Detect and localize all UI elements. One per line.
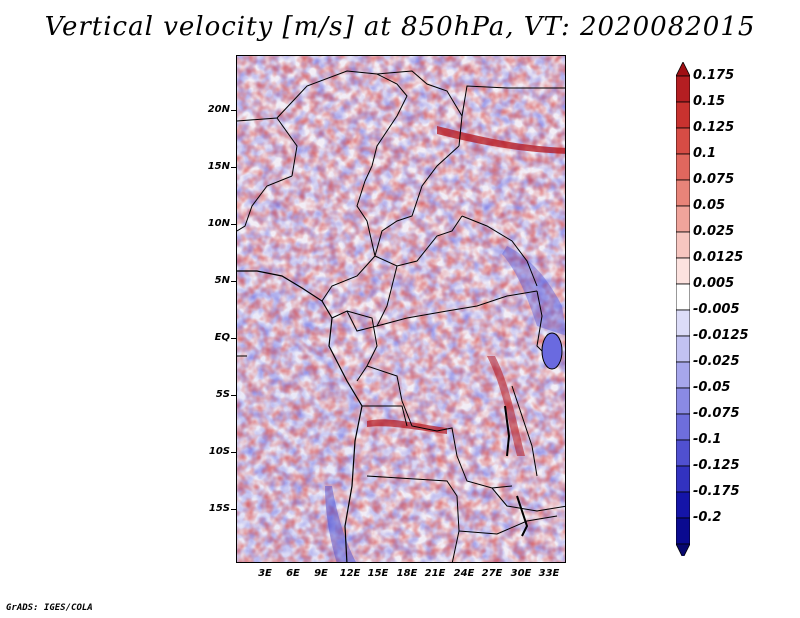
colorbar-segment [676, 101, 690, 129]
colorbar-segment [676, 309, 690, 337]
colorbar-label: 0.005 [693, 276, 735, 291]
lon-label-33e: 33E [538, 568, 560, 579]
east-descent-zone [502, 246, 565, 336]
colorbar-segment [676, 465, 690, 493]
lon-label-30e: 30E [510, 568, 532, 579]
velocity-field [237, 56, 565, 562]
colorbar-label: 0.1 [693, 146, 717, 161]
lat-tick [231, 224, 236, 225]
sahel-convergence-band [437, 126, 565, 154]
colorbar-segment [676, 127, 690, 155]
colorbar-label: -0.075 [693, 406, 740, 421]
lat-label-5n: 5N [214, 275, 230, 286]
colorbar-segment [676, 179, 690, 207]
lat-label-5s: 5S [215, 389, 230, 400]
lon-label-21e: 21E [424, 568, 446, 579]
colorbar-label: 0.0125 [693, 250, 744, 265]
map-panel[interactable] [236, 55, 566, 563]
coastal-descent [325, 486, 356, 562]
colorbar-segment [676, 387, 690, 415]
colorbar-label: 0.15 [693, 94, 726, 109]
lat-tick [231, 110, 236, 111]
colorbar-label: -0.125 [693, 458, 740, 473]
colorbar-label: 0.175 [693, 68, 735, 83]
colorbar-label: -0.2 [693, 510, 722, 525]
lat-label-10s: 10S [208, 446, 230, 457]
colorbar-segment [676, 413, 690, 441]
lake-tanganyika [504, 405, 511, 457]
ascent-speckle [237, 56, 565, 562]
colorbar-bottom-triangle [676, 543, 690, 556]
lake-malawi [516, 495, 529, 537]
colorbar-segment [676, 231, 690, 259]
lat-tick [231, 395, 236, 396]
colorbar-segment [676, 75, 690, 103]
colorbar-label: 0.025 [693, 224, 735, 239]
colorbar-label: 0.075 [693, 172, 735, 187]
colorbar-segment [676, 491, 690, 519]
lat-label-20n: 20N [207, 104, 230, 115]
colorbar-label: -0.0125 [693, 328, 749, 343]
colorbar-label: 0.125 [693, 120, 735, 135]
lake-victoria [541, 332, 563, 370]
coastline [237, 270, 363, 562]
grads-credit: GrADS: IGES/COLA [6, 603, 93, 613]
colorbar-label: 0.05 [693, 198, 726, 213]
colorbar-label: -0.025 [693, 354, 740, 369]
colorbar-label: -0.175 [693, 484, 740, 499]
colorbar-segment [676, 283, 690, 311]
lat-label-15s: 15S [208, 503, 230, 514]
colorbar-segment [676, 439, 690, 467]
convective-line [367, 419, 447, 434]
colorbar-segment [676, 517, 690, 545]
lon-label-27e: 27E [481, 568, 503, 579]
lat-tick [231, 338, 236, 339]
colorbar-segment [676, 335, 690, 363]
colorbar-label: -0.05 [693, 380, 731, 395]
map-title: Vertical velocity [m/s] at 850hPa, VT: 2… [44, 12, 756, 42]
lon-label-9e: 9E [314, 568, 328, 579]
lat-tick [231, 509, 236, 510]
colorbar-label: -0.005 [693, 302, 740, 317]
lon-label-3e: 3E [258, 568, 272, 579]
lat-label-10n: 10N [207, 218, 230, 229]
colorbar-label: -0.1 [693, 432, 722, 447]
lat-tick [231, 452, 236, 453]
lon-label-18e: 18E [396, 568, 418, 579]
colorbar-top-triangle [676, 62, 690, 77]
colorbar [676, 62, 690, 556]
colorbar-segment [676, 257, 690, 285]
lon-label-24e: 24E [453, 568, 475, 579]
lon-label-12e: 12E [339, 568, 361, 579]
lon-label-15e: 15E [367, 568, 389, 579]
lon-label-6e: 6E [286, 568, 300, 579]
colorbar-segment [676, 153, 690, 181]
colorbar-segment [676, 205, 690, 233]
lat-tick [231, 167, 236, 168]
lat-label-eq: EQ [214, 332, 230, 343]
country-borders [237, 70, 565, 562]
colorbar-segment [676, 361, 690, 389]
lat-label-15n: 15N [207, 161, 230, 172]
lat-tick [231, 281, 236, 282]
